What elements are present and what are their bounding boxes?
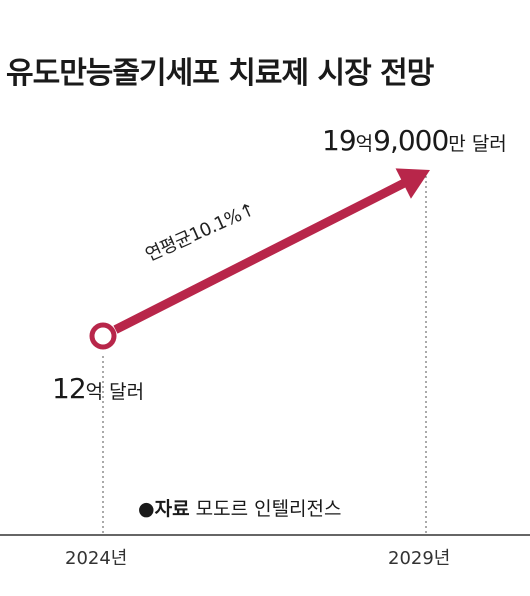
source-note: ●자료 모도르 인텔리전스: [138, 494, 342, 521]
start-value-num: 12: [52, 372, 87, 405]
end-value-num2: 9,000: [373, 124, 449, 157]
start-point-marker: [89, 322, 117, 350]
x-tick-2029: 2029년: [388, 548, 451, 569]
x-tick-2024: 2024년: [65, 548, 128, 569]
source-bullet: ●: [138, 498, 155, 520]
start-value-unit: 억 달러: [85, 381, 145, 403]
growth-arrow-head: [395, 168, 430, 199]
source-text: 모도르 인텔리전스: [195, 498, 342, 520]
end-value-num1: 19: [322, 124, 357, 157]
source-label: 자료: [154, 498, 190, 520]
growth-arrow-shaft: [113, 178, 408, 334]
end-value-label: 19억9,000만 달러: [322, 124, 507, 157]
end-value-unit2: 만 달러: [448, 133, 507, 155]
start-value-label: 12억 달러: [52, 372, 144, 405]
chart-title: 유도만능줄기세포 치료제 시장 전망: [6, 56, 434, 91]
end-value-unit1: 억: [355, 133, 374, 155]
